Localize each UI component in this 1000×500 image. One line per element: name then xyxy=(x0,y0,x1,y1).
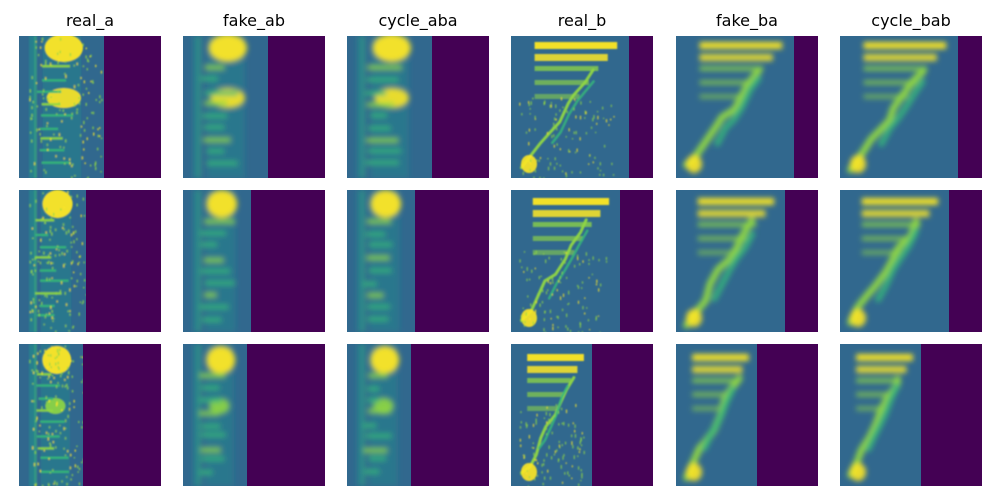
spectrogram-image xyxy=(676,344,757,486)
spectrogram-image xyxy=(19,190,86,332)
spectrogram-real-a-row-1 xyxy=(19,36,161,178)
spectrogram-real-b-row-2 xyxy=(511,190,653,332)
spectrogram-image xyxy=(347,36,432,178)
speech-region xyxy=(676,344,757,486)
spectrogram-image xyxy=(676,190,785,332)
spectrogram-image xyxy=(511,36,629,178)
spectrogram-cycle-bab-row-2 xyxy=(840,190,982,332)
column-title-fake-ba: fake_ba xyxy=(716,11,778,30)
spectrogram-cycle-aba-row-3 xyxy=(347,344,489,486)
spectrogram-fake-ba-row-2 xyxy=(676,190,818,332)
column-title-cycle-aba: cycle_aba xyxy=(378,11,458,30)
spectrogram-image xyxy=(183,36,268,178)
spectrogram-cycle-bab-row-1 xyxy=(840,36,982,178)
spectrogram-cycle-aba-row-2 xyxy=(347,190,489,332)
spectrogram-fake-ba-row-1 xyxy=(676,36,818,178)
spectrogram-image xyxy=(511,344,592,486)
spectrogram-fake-ab-row-2 xyxy=(183,190,325,332)
column-title-fake-ab: fake_ab xyxy=(223,11,285,30)
spectrogram-real-a-row-3 xyxy=(19,344,161,486)
column-title-real-b: real_b xyxy=(557,11,607,30)
spectrogram-image xyxy=(511,190,620,332)
speech-region xyxy=(511,344,592,486)
spectrogram-image xyxy=(347,190,415,332)
spectrogram-fake-ab-row-1 xyxy=(183,36,325,178)
spectrogram-image xyxy=(183,190,251,332)
column-title-real-a: real_a xyxy=(65,11,115,30)
spectrogram-image xyxy=(840,36,958,178)
spectrogram-cycle-bab-row-3 xyxy=(840,344,982,486)
spectrogram-real-b-row-3 xyxy=(511,344,653,486)
spectrogram-image xyxy=(347,344,411,486)
spectrogram-fake-ba-row-3 xyxy=(676,344,818,486)
spectrogram-image xyxy=(183,344,247,486)
spectrogram-real-a-row-2 xyxy=(19,190,161,332)
spectrogram-image xyxy=(840,344,921,486)
spectrogram-image xyxy=(840,190,949,332)
spectrogram-fake-ab-row-3 xyxy=(183,344,325,486)
spectrogram-cycle-aba-row-1 xyxy=(347,36,489,178)
spectrogram-image xyxy=(676,36,794,178)
spectrogram-image xyxy=(19,344,83,486)
spectrogram-real-b-row-1 xyxy=(511,36,653,178)
spectrogram-image xyxy=(19,36,104,178)
column-title-cycle-bab: cycle_bab xyxy=(871,11,951,30)
